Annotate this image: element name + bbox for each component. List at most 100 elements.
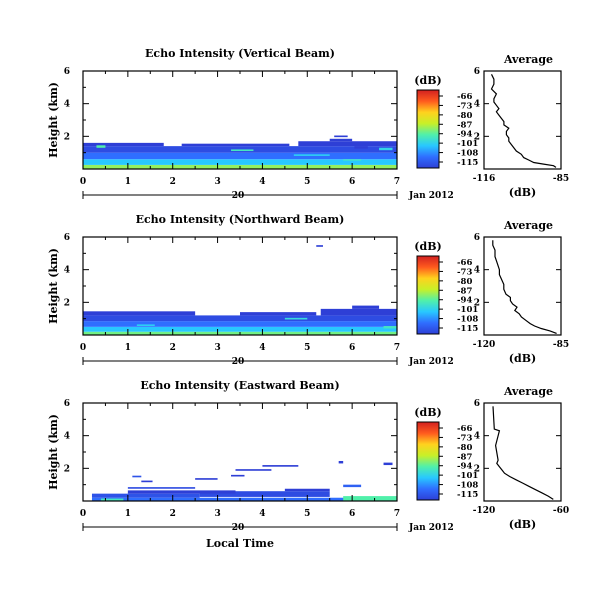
x-tick-label: 7 (394, 509, 400, 519)
panel-1: Echo Intensity (Northward Beam) 2 4 6 0 1 2 3 4 5… (47, 213, 569, 367)
x-tick-label: 3 (214, 177, 220, 187)
heatmap-cell (316, 245, 323, 247)
date-label: Jan 2012 (408, 523, 454, 533)
profile-y-tick-label: 2 (474, 298, 480, 308)
profile-frame (483, 236, 562, 336)
colorbar-tick-label: -73 (457, 433, 472, 443)
y-tick-label: 4 (64, 432, 70, 442)
panel-title: Echo Intensity (Northward Beam) (136, 213, 345, 226)
heatmap-cell (231, 474, 245, 477)
heatmap-cell (343, 484, 362, 488)
colorbar-tick-label: -115 (457, 158, 478, 168)
profile-line (490, 74, 557, 168)
y-tick-label: 6 (64, 399, 70, 409)
profile-x-tick-label: -85 (553, 340, 569, 350)
heatmap-cell (83, 311, 196, 316)
profile-line (492, 406, 554, 500)
profile-x-tick-label: -116 (473, 174, 496, 184)
colorbar-tick-label: -66 (457, 424, 472, 434)
heatmap-cell (141, 480, 153, 483)
heatmap-cell (352, 305, 380, 309)
heatmap-cell (91, 497, 353, 501)
profile-y-tick-label: 4 (474, 100, 480, 110)
colorbar-unit: (dB) (414, 74, 441, 87)
heatmap-cell (293, 154, 330, 156)
colorbar-tick-label: -101 (457, 471, 478, 481)
heatmap-cell (127, 490, 236, 494)
colorbar-tick-label: -94 (457, 130, 472, 140)
heatmap-cell (235, 469, 272, 471)
heatmap-cell (199, 491, 330, 497)
y-tick-label: 4 (64, 100, 70, 110)
profile-x-tick-label: -120 (473, 506, 496, 516)
x-tick-label: 5 (304, 343, 310, 353)
colorbar (416, 255, 440, 335)
colorbar-tick-label: -87 (457, 286, 472, 296)
profile-y-tick-label: 6 (474, 233, 480, 243)
heatmap-cell (96, 145, 106, 148)
y-axis-label: Height (km) (47, 414, 60, 490)
colorbar-unit: (dB) (414, 240, 441, 253)
x-tick-label: 2 (170, 343, 176, 353)
heatmap-cell (83, 142, 164, 147)
x-tick-label: 3 (214, 509, 220, 519)
x-tick-label: 6 (349, 343, 355, 353)
profile-y-tick-label: 4 (474, 266, 480, 276)
colorbar-tick-label: -101 (457, 139, 478, 149)
heatmap-cell (83, 326, 397, 332)
x-tick-label: 2 (170, 509, 176, 519)
profile-x-label: (dB) (509, 352, 536, 365)
colorbar (416, 89, 440, 169)
x-tick-label: 0 (80, 177, 86, 187)
x-tick-label: 1 (125, 177, 131, 187)
profile-frame (483, 70, 562, 170)
panel-title: Echo Intensity (Eastward Beam) (140, 379, 339, 392)
profile-title: Average (503, 219, 553, 232)
colorbar-tick-label: -66 (457, 92, 472, 102)
profile-y-tick-label: 4 (474, 432, 480, 442)
x-tick-label: 4 (259, 509, 265, 519)
profile-x-tick-label: -85 (553, 174, 569, 184)
colorbar-unit: (dB) (414, 406, 441, 419)
colorbar-tick-label: -87 (457, 452, 472, 462)
heatmap-cell (231, 149, 254, 152)
colorbar-tick-label: -115 (457, 324, 478, 334)
heatmap-cell (383, 462, 393, 466)
heatmap-cell (338, 460, 344, 464)
profile-line (492, 240, 557, 334)
heatmap-cell (132, 475, 142, 478)
heatmap-cell (136, 324, 155, 327)
x-tick-label: 7 (394, 177, 400, 187)
colorbar-tick-label: -80 (457, 443, 472, 453)
profile-y-tick-label: 2 (474, 464, 480, 474)
y-tick-label: 2 (64, 298, 70, 308)
y-tick-label: 4 (64, 266, 70, 276)
panel-0: Echo Intensity (Vertical Beam) 2 4 6 0 1 2 3 4 5 6… (47, 47, 569, 201)
x-tick-label: 4 (259, 343, 265, 353)
heatmap-cell (284, 317, 308, 320)
profile-y-tick-label: 6 (474, 67, 480, 77)
colorbar-tick-label: -94 (457, 296, 472, 306)
heatmap-cell (127, 487, 196, 489)
colorbar-tick-label: -87 (457, 120, 472, 130)
heatmap-cell (343, 159, 362, 161)
heatmap-cell (83, 315, 397, 322)
colorbar-tick-label: -108 (457, 149, 478, 159)
colorbar-tick-label: -80 (457, 277, 472, 287)
x-tick-label: 1 (125, 509, 131, 519)
profile-x-label: (dB) (509, 518, 536, 531)
heatmap-cell (100, 498, 124, 501)
y-axis-label: Height (km) (47, 248, 60, 324)
panel-title: Echo Intensity (Vertical Beam) (145, 47, 335, 60)
heatmap-cell (354, 146, 368, 149)
heatmap-cell (181, 143, 290, 147)
profile-x-tick-label: -60 (553, 506, 569, 516)
heatmap-cell (298, 141, 397, 147)
day-label: 20 (232, 523, 245, 533)
colorbar-tick-label: -108 (457, 481, 478, 491)
heatmap-cell (334, 135, 348, 138)
x-tick-label: 4 (259, 177, 265, 187)
profile-x-label: (dB) (509, 186, 536, 199)
profile-title: Average (503, 385, 553, 398)
heatmap-cell (383, 326, 397, 329)
